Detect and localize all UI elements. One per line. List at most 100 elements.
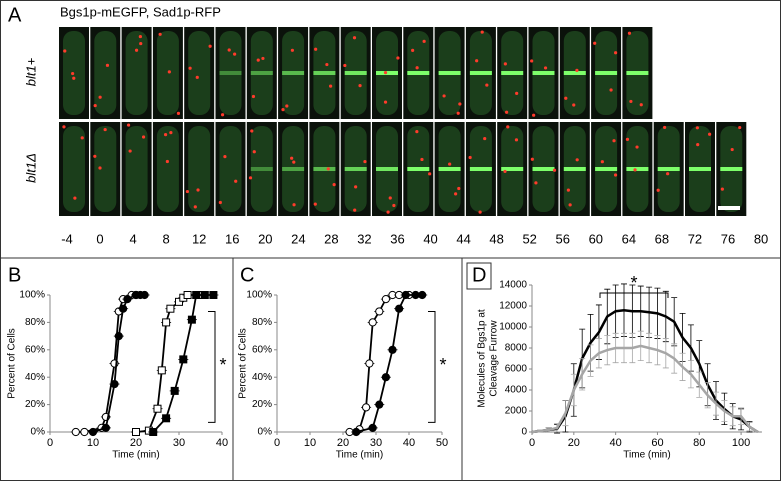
marker	[153, 404, 162, 413]
ring	[595, 167, 618, 171]
spb	[134, 48, 139, 52]
spb	[448, 162, 452, 166]
spb	[353, 208, 357, 212]
x-tick-label: 50	[436, 437, 448, 449]
spb	[227, 48, 231, 52]
error-bar	[595, 338, 602, 369]
spb	[388, 196, 392, 200]
spb	[568, 203, 572, 207]
marker	[365, 359, 374, 368]
marker	[166, 304, 175, 313]
spb	[514, 138, 519, 142]
ring	[376, 167, 398, 171]
row-label: blt1Δ	[23, 153, 38, 183]
spb	[248, 176, 253, 180]
y-tick-label: 100%	[246, 290, 272, 301]
x-tick-label: 30	[370, 437, 382, 449]
marker	[368, 423, 377, 432]
ring	[438, 167, 461, 171]
spb	[613, 173, 618, 177]
spb	[530, 157, 534, 161]
spb	[256, 58, 260, 62]
error-bar	[646, 332, 653, 364]
spb	[635, 145, 639, 149]
spb	[329, 84, 333, 88]
spb	[352, 36, 357, 40]
marker	[395, 304, 404, 313]
x-tick-label: 20	[130, 437, 142, 449]
y-tick-label: 40%	[25, 372, 45, 383]
spb	[62, 125, 66, 129]
bracket	[208, 310, 216, 423]
x-tick-label: 0	[47, 437, 53, 449]
spb	[158, 32, 162, 36]
marker	[381, 373, 390, 382]
error-bar	[562, 400, 569, 427]
spb	[185, 189, 190, 194]
ring	[657, 167, 680, 171]
line	[531, 344, 759, 434]
error-bar	[721, 400, 728, 422]
ring	[344, 167, 367, 171]
marker	[123, 295, 132, 304]
error-bar	[679, 352, 686, 381]
spb	[572, 103, 576, 107]
spb	[126, 123, 131, 127]
spb	[358, 84, 362, 88]
x-tick-label: 20	[568, 437, 580, 449]
spb	[383, 71, 388, 75]
spb	[261, 56, 265, 61]
spb	[411, 48, 415, 52]
time-label: 0	[96, 231, 103, 246]
spb	[422, 39, 426, 43]
time-label: 80	[754, 231, 768, 246]
ring	[250, 167, 273, 171]
time-label: 16	[225, 231, 239, 246]
ring	[469, 167, 492, 171]
panel-letter: D	[472, 264, 486, 286]
time-label: 76	[721, 231, 735, 246]
ring	[626, 71, 649, 75]
x-tick-label: 10	[304, 437, 316, 449]
ring	[438, 71, 461, 75]
x-tick-label: 40	[403, 437, 415, 449]
spb	[251, 94, 256, 99]
ring	[720, 167, 743, 171]
ring	[626, 167, 649, 171]
spb	[220, 113, 225, 117]
marker	[401, 290, 410, 300]
marker	[170, 386, 179, 395]
annotation: *	[439, 355, 446, 375]
marker	[179, 355, 188, 364]
cell	[63, 126, 85, 212]
y-tick-label: 60%	[25, 344, 45, 355]
cell	[125, 31, 148, 115]
cell	[250, 126, 273, 212]
spb	[332, 183, 336, 187]
ring	[563, 167, 586, 171]
spb	[285, 104, 289, 108]
y-tick-label: 0	[521, 427, 527, 438]
marker	[140, 290, 149, 300]
spb	[515, 91, 519, 96]
marker	[209, 291, 218, 299]
ring	[344, 71, 367, 75]
marker	[200, 291, 209, 299]
panel-letter: B	[8, 264, 21, 286]
ring	[282, 167, 305, 171]
ring	[407, 71, 430, 75]
spb	[456, 111, 460, 115]
spb	[593, 41, 597, 45]
spb	[252, 150, 256, 154]
spb	[666, 172, 670, 176]
cell	[125, 126, 148, 212]
spb	[93, 103, 97, 108]
spb	[609, 88, 613, 92]
error-bar	[604, 335, 611, 366]
ring	[469, 71, 492, 75]
spb	[415, 66, 419, 70]
spb	[105, 63, 110, 67]
ring	[501, 71, 524, 75]
spb	[223, 155, 227, 159]
spb	[566, 188, 570, 192]
